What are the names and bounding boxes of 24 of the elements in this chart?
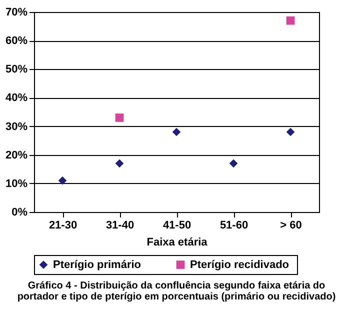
y-tick-label: 10% — [5, 178, 28, 190]
point — [115, 159, 124, 168]
y-tick-label: 0% — [12, 206, 28, 218]
x-tick-label: 51-60 — [220, 220, 248, 232]
legend-label: Pterígio recidivado — [190, 258, 290, 271]
point — [115, 114, 124, 122]
point — [286, 16, 295, 25]
x-tick-label: > 60 — [280, 220, 302, 232]
x-tick-label: 31-40 — [106, 220, 134, 232]
point — [286, 128, 295, 136]
point — [229, 159, 238, 168]
legend-label: Pterígio primário — [53, 258, 142, 271]
y-tick-label: 30% — [5, 120, 28, 133]
point — [172, 128, 181, 136]
text: Gráfico 4 - Distribuição da confluência segundo faixa etária do portador e tipo de pterígio em porcentuais (primário ou recidivado) — [17, 280, 336, 302]
y-tick-label: 50% — [5, 64, 28, 76]
x-axis-title: Faixa etária — [146, 236, 208, 248]
point — [58, 176, 67, 185]
x-tick-label: 41-50 — [162, 220, 192, 232]
y-tick-label: 70% — [5, 6, 28, 18]
y-tick-label: 60% — [5, 35, 28, 48]
y-tick-label: 40% — [5, 92, 28, 104]
x-tick-label: 21-30 — [48, 220, 78, 232]
y-tick-label: 20% — [5, 149, 28, 162]
